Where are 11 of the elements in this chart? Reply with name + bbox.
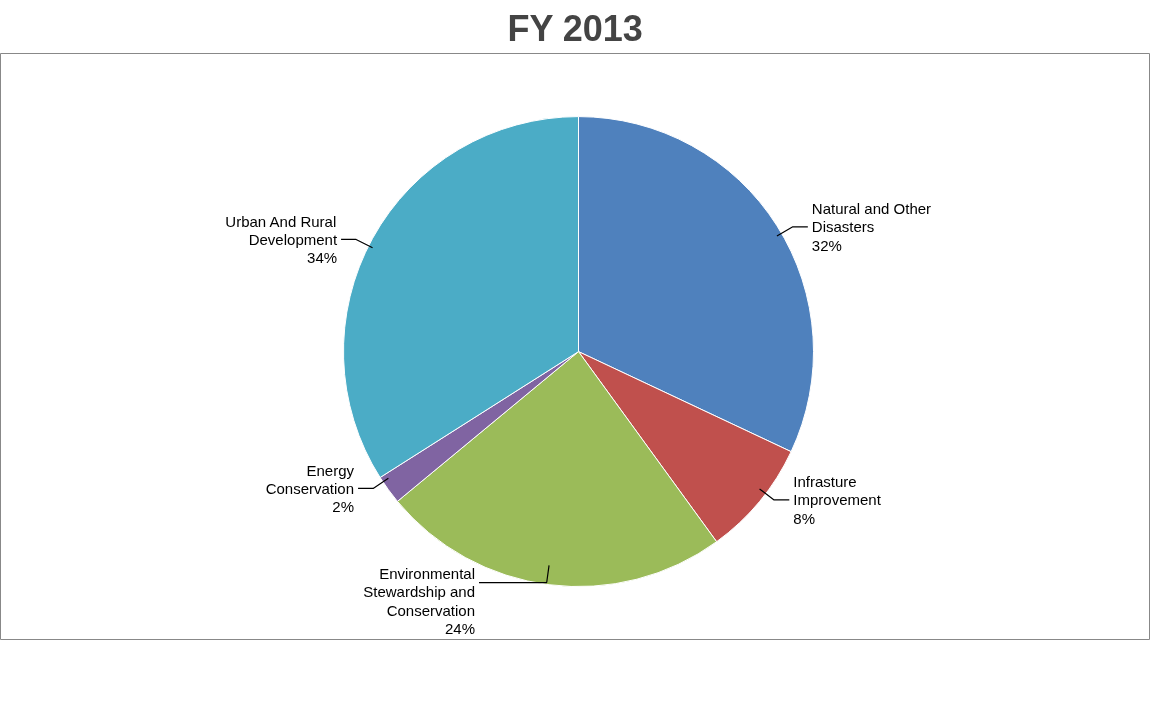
chart-title: FY 2013 <box>507 7 643 49</box>
data-label: 32% <box>811 236 842 254</box>
slice-label: Infrasture Improvement <box>793 473 882 509</box>
slice-label: Energy Conservation <box>265 461 355 497</box>
data-label: 24% <box>444 619 476 637</box>
data-label: 2% <box>332 498 355 516</box>
slice-label: Urban And Rural Development <box>225 212 338 248</box>
slice-label: Environmental Stewardship and Conservation <box>363 564 476 619</box>
data-label: 8% <box>793 509 815 527</box>
slice-label: Natural and Other Disasters <box>811 200 932 236</box>
data-label: 34% <box>307 249 338 267</box>
